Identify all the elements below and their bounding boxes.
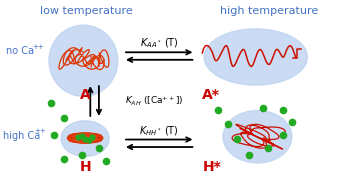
Text: H*: H* [202, 160, 221, 174]
Text: high Ca: high Ca [3, 131, 41, 141]
Ellipse shape [204, 29, 307, 85]
Text: A: A [80, 88, 91, 102]
Text: A*: A* [202, 88, 220, 102]
Text: H: H [79, 160, 91, 174]
Ellipse shape [223, 110, 292, 163]
Text: low temperature: low temperature [40, 6, 133, 16]
Text: $K_{AH}$ ([Ca$^{++}$]): $K_{AH}$ ([Ca$^{++}$]) [125, 94, 183, 108]
Text: ++: ++ [35, 128, 46, 133]
Text: $K_{AA^*}$ (T): $K_{AA^*}$ (T) [140, 36, 179, 50]
Ellipse shape [49, 25, 118, 96]
Text: $K_{HH^*}$ (T): $K_{HH^*}$ (T) [139, 124, 179, 138]
Ellipse shape [61, 121, 109, 156]
Text: ++: ++ [33, 44, 45, 50]
Text: no Ca: no Ca [6, 46, 34, 56]
Text: high temperature: high temperature [220, 6, 319, 16]
